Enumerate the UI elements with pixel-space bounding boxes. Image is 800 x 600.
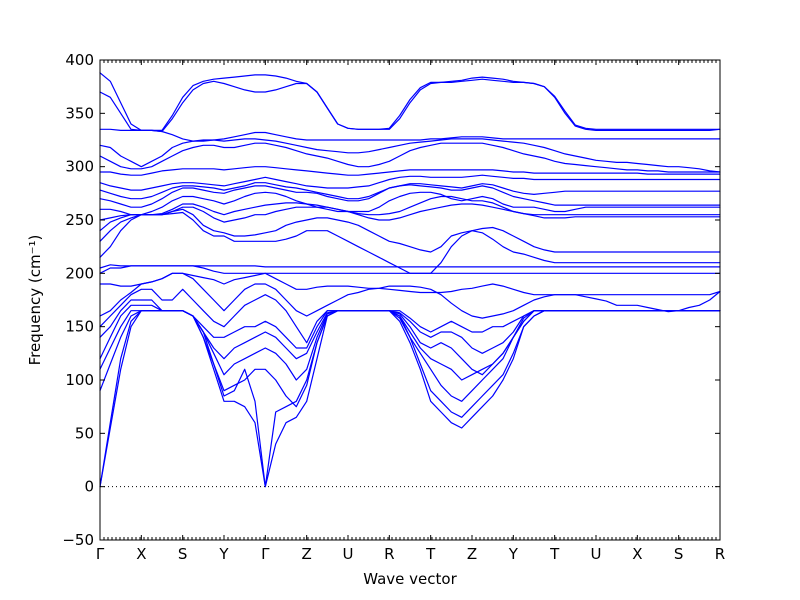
y-tick-label: 350 bbox=[65, 104, 94, 122]
y-tick-label: −50 bbox=[62, 531, 94, 549]
x-tick-label: U bbox=[591, 545, 602, 563]
x-tick-label: S bbox=[178, 545, 188, 563]
y-tick-label: 200 bbox=[65, 264, 94, 282]
band-line-24 bbox=[99, 78, 721, 133]
band-line-9 bbox=[99, 272, 721, 296]
x-tick-label: Γ bbox=[96, 545, 105, 563]
band-line-22 bbox=[99, 138, 721, 173]
band-line-25 bbox=[99, 72, 721, 131]
x-tick-label: U bbox=[343, 545, 354, 563]
x-tick-label: T bbox=[425, 545, 436, 563]
band-line-8 bbox=[99, 272, 721, 319]
y-axis-ticks: −50 0 50 100 150 200 250 300 350 400 bbox=[62, 51, 720, 549]
x-tick-label: Y bbox=[508, 545, 519, 563]
y-tick-label: 100 bbox=[65, 371, 94, 389]
x-tick-label: Y bbox=[218, 545, 229, 563]
x-tick-label: Γ bbox=[261, 545, 270, 563]
band-line-3 bbox=[99, 310, 721, 408]
band-line-15 bbox=[99, 195, 721, 221]
y-tick-label: 250 bbox=[65, 211, 94, 229]
y-tick-label: 400 bbox=[65, 51, 94, 69]
band-line-13 bbox=[99, 208, 721, 253]
x-tick-label: X bbox=[136, 545, 146, 563]
plot-frame bbox=[99, 59, 721, 541]
x-axis-minor-ticks bbox=[99, 60, 721, 540]
band-line-7 bbox=[99, 288, 721, 344]
x-tick-label: Z bbox=[467, 545, 477, 563]
band-line-19 bbox=[99, 174, 721, 191]
band-line-20 bbox=[99, 166, 721, 176]
x-tick-label: S bbox=[674, 545, 684, 563]
x-tick-label: R bbox=[715, 545, 725, 563]
band-line-16 bbox=[99, 191, 721, 216]
y-tick-label: 300 bbox=[65, 158, 94, 176]
band-line-21 bbox=[99, 142, 721, 173]
x-tick-label: X bbox=[632, 545, 642, 563]
x-axis-label: Wave vector bbox=[363, 570, 457, 588]
band-line-18 bbox=[99, 182, 721, 200]
band-line-23 bbox=[99, 128, 721, 142]
y-axis-label: Frequency (cm⁻¹) bbox=[26, 235, 44, 366]
y-tick-label: 0 bbox=[84, 478, 94, 496]
y-tick-label: 150 bbox=[65, 318, 94, 336]
x-tick-label: R bbox=[384, 545, 394, 563]
band-line-14 bbox=[99, 203, 721, 232]
band-line-11 bbox=[99, 264, 721, 269]
band-line-17 bbox=[99, 184, 721, 208]
x-tick-label: T bbox=[549, 545, 560, 563]
band-line-12 bbox=[99, 211, 721, 274]
bands-layer bbox=[99, 72, 721, 488]
x-tick-label: Z bbox=[302, 545, 312, 563]
y-tick-label: 50 bbox=[75, 424, 94, 442]
